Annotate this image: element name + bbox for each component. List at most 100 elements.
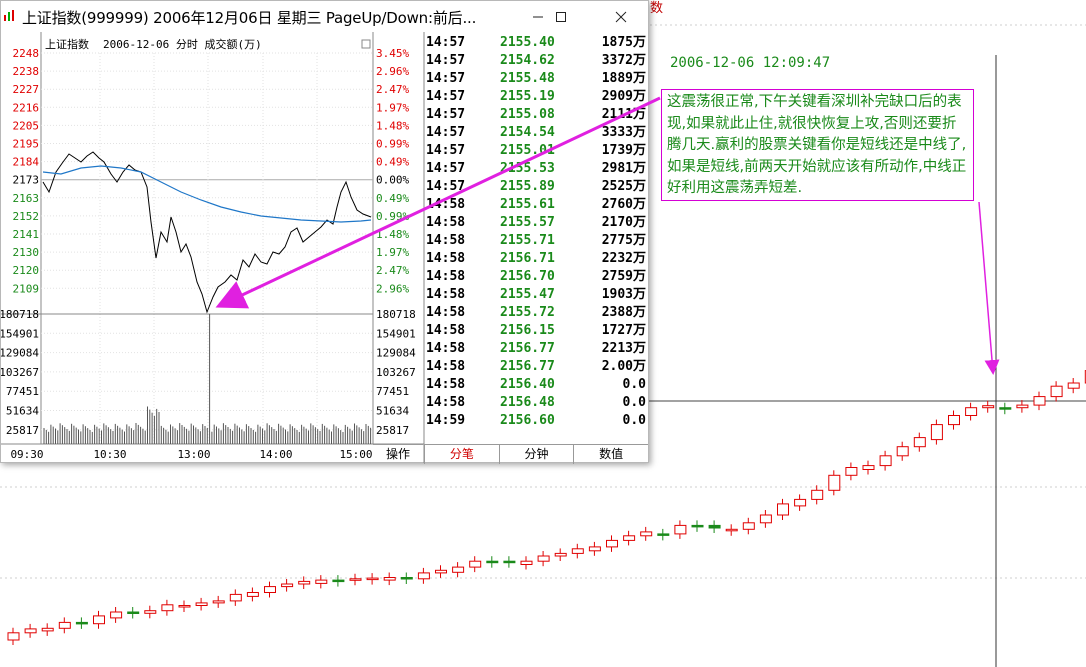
tick-row: 14:58 2156.15 1727万: [426, 322, 648, 340]
tick-price: 2154.62: [500, 53, 555, 68]
tick-row: 14:58 2156.70 2759万: [426, 268, 648, 286]
tick-volume: 2981万: [601, 161, 646, 176]
minimize-button[interactable]: [515, 1, 561, 32]
vol-tick-label: 154901: [1, 327, 39, 340]
bg-candle: [862, 465, 875, 471]
intraday-chart[interactable]: 上证指数 2006-12-06 分时 成交额(万) 2248 3.45% 2238 2.9…: [1, 32, 425, 463]
bg-candle: [965, 407, 978, 417]
tick-time: 14:57: [426, 89, 466, 104]
bg-candle: [41, 627, 54, 632]
bg-candle: [640, 531, 653, 537]
tick-time: 14:58: [426, 323, 466, 338]
ops-button[interactable]: 操作: [373, 444, 423, 464]
window-titlebar[interactable]: 上证指数(999999) 2006年12月06日 星期三 PageUp/Down…: [1, 1, 648, 32]
pct-tick-label: 0.99%: [376, 138, 409, 151]
tick-price: 2155.19: [500, 89, 555, 104]
bg-candle: [486, 560, 499, 564]
tab-minutes[interactable]: 分钟: [498, 445, 574, 464]
bg-candle: [7, 632, 20, 641]
tick-volume: 2775万: [601, 233, 646, 248]
tab-bar: 分笔 分钟 数值: [424, 444, 648, 464]
intraday-window[interactable]: 上证指数(999999) 2006年12月06日 星期三 PageUp/Down…: [0, 0, 649, 464]
tick-time: 14:57: [426, 125, 466, 140]
background-top-label: 数: [650, 1, 664, 16]
close-icon: [615, 11, 627, 22]
tick-row: 14:57 2155.89 2525万: [426, 178, 648, 196]
tick-time: 14:58: [426, 233, 466, 248]
bg-candle: [742, 522, 755, 530]
tick-row: 14:57 2154.62 3372万: [426, 52, 648, 70]
tick-time: 14:58: [426, 287, 466, 302]
close-button[interactable]: [598, 1, 644, 32]
tick-row: 14:57 2155.48 1889万: [426, 70, 648, 88]
bg-candle: [93, 615, 105, 625]
tick-time: 14:58: [426, 341, 466, 356]
vol-tick-label: 25817: [6, 424, 39, 437]
bg-candle: [657, 533, 670, 536]
tick-row: 14:58 2156.77 2.00万: [426, 358, 648, 376]
tick-volume: 1875万: [601, 35, 646, 50]
app-icon: [4, 10, 14, 21]
vol-tick-label-right: 154901: [376, 327, 416, 340]
tick-volume: 2.00万: [601, 359, 646, 374]
tick-row: 14:58 2156.71 2232万: [426, 250, 648, 268]
tick-price: 2156.40: [500, 377, 555, 392]
tick-volume: 2760万: [601, 197, 646, 212]
tick-price: 2155.89: [500, 179, 555, 194]
tick-row: 14:57 2155.08 2111万: [426, 106, 648, 124]
price-tick-label: 2109: [13, 282, 40, 295]
tick-volume: 1727万: [601, 323, 646, 338]
price-tick-label: 2216: [13, 101, 40, 114]
time-tick-label: 13:00: [177, 448, 210, 461]
tick-time: 14:57: [426, 179, 466, 194]
price-tick-label: 2163: [13, 192, 40, 205]
tab-values[interactable]: 数值: [573, 445, 648, 464]
tick-volume: 2388万: [601, 305, 646, 320]
bg-candle: [24, 628, 37, 634]
bg-candle: [794, 498, 807, 507]
tick-row: 14:58 2156.40 0.0: [426, 376, 648, 394]
tick-price: 2155.71: [500, 233, 555, 248]
tick-row: 14:57 2155.53 2981万: [426, 160, 648, 178]
bg-candle: [400, 577, 413, 580]
bg-candle: [571, 548, 584, 554]
bg-candle: [606, 539, 618, 548]
tick-price: 2156.60: [500, 413, 555, 428]
bg-candle: [417, 572, 430, 580]
window-title: 上证指数(999999) 2006年12月06日 星期三 PageUp/Down…: [22, 9, 477, 27]
tick-row: 14:57 2155.19 2909万: [426, 88, 648, 106]
bg-candle: [1050, 385, 1063, 398]
tick-time: 14:58: [426, 215, 466, 230]
price-tick-label: 2248: [13, 47, 40, 60]
chart-name: 上证指数: [45, 37, 89, 51]
bg-candle: [332, 579, 345, 583]
tick-time: 14:58: [426, 377, 466, 392]
bg-candle: [725, 528, 738, 532]
tick-volume: 2213万: [601, 341, 646, 356]
time-tick-label: 09:30: [10, 448, 43, 461]
tick-price: 2155.01: [500, 143, 555, 158]
tick-volume: 2525万: [601, 179, 646, 194]
tick-price: 2155.48: [500, 71, 555, 86]
bg-candle: [1016, 404, 1029, 409]
pct-tick-label: 1.48%: [376, 119, 409, 132]
bg-candle: [161, 604, 174, 612]
price-tick-label: 2238: [13, 65, 40, 78]
chart-expand-icon[interactable]: [361, 39, 371, 49]
bg-candle: [828, 474, 841, 491]
price-tick-label: 2173: [13, 174, 40, 187]
bg-candle: [315, 579, 328, 584]
pct-tick-label: 2.47%: [376, 264, 409, 277]
vol-tick-label: 77451: [6, 385, 39, 398]
tick-price: 2154.54: [500, 125, 555, 140]
tick-row: 14:59 2156.60 0.0: [426, 412, 648, 430]
bg-candle: [195, 602, 208, 607]
bg-candle: [777, 503, 789, 516]
tab-ticks[interactable]: 分笔: [424, 445, 499, 464]
price-tick-label: 2120: [13, 264, 40, 277]
bg-candle: [913, 437, 926, 448]
maximize-button[interactable]: [538, 1, 584, 32]
bg-candle: [537, 555, 550, 562]
time-tick-label: 15:00: [339, 448, 372, 461]
tick-volume: 0.0: [622, 377, 646, 392]
